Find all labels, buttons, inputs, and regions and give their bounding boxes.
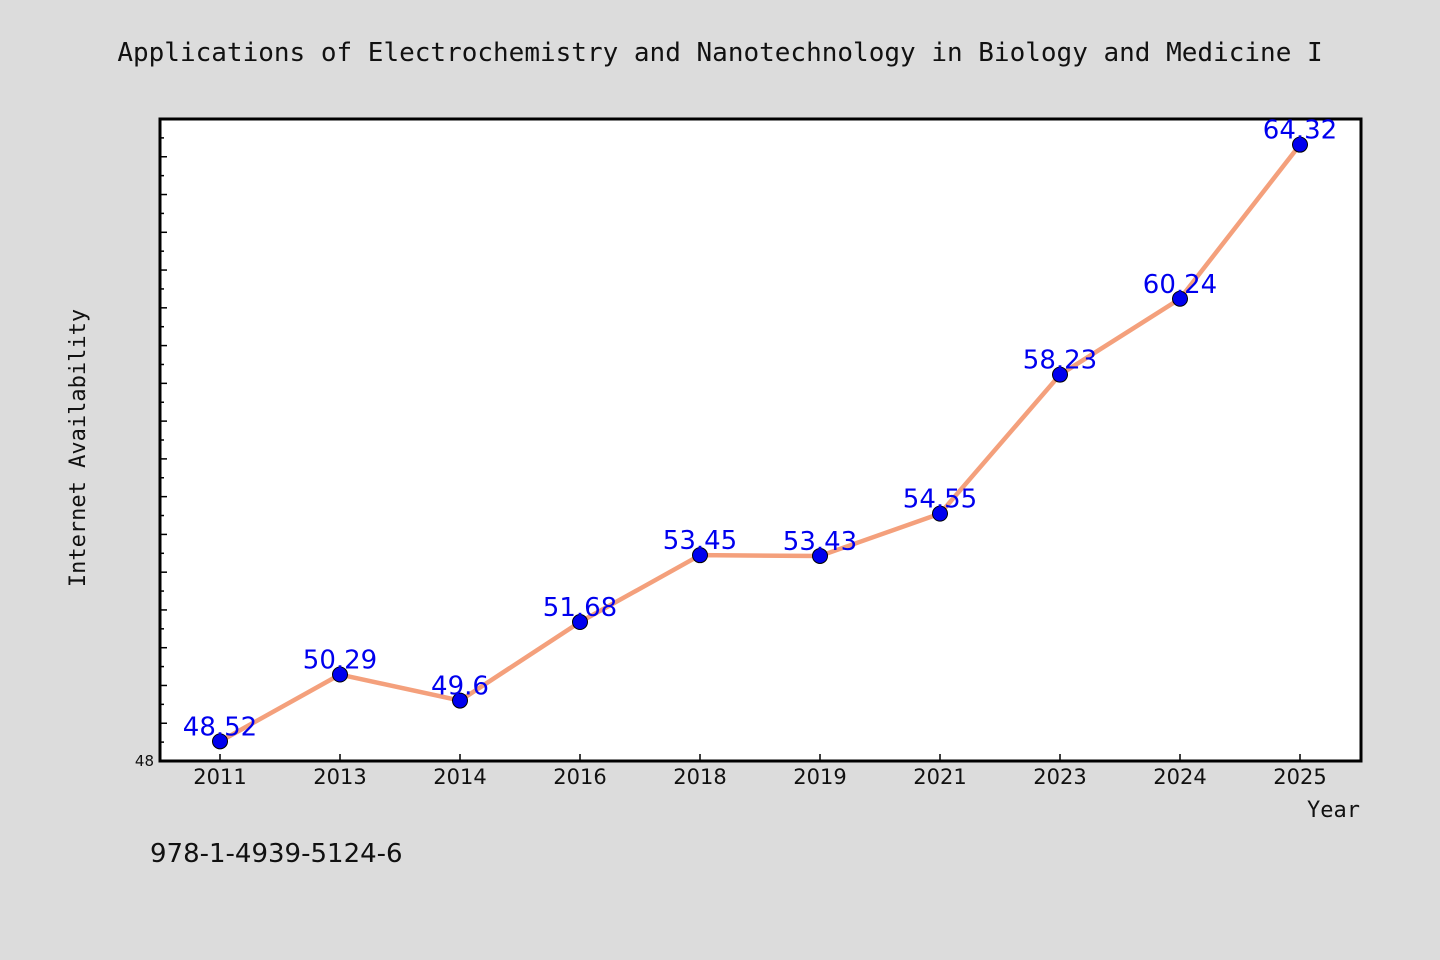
data-point [692, 547, 708, 564]
data-point [332, 666, 348, 683]
y-axis-ticks [160, 118, 167, 762]
data-point [212, 733, 228, 750]
data-point [1292, 136, 1308, 153]
data-point [1052, 366, 1068, 383]
plot-area [158, 117, 1363, 763]
y-tick-label: 48 [135, 752, 154, 770]
x-tick-label: 2014 [433, 765, 486, 789]
data-point [572, 614, 588, 631]
x-tick-label: 2018 [673, 765, 726, 789]
x-axis-ticks [219, 754, 1301, 761]
data-labels: 48.52 50.29 49.6 51.68 53.45 53.43 54.55 58.23 6… [183, 116, 1337, 743]
data-label: 53.45 [663, 526, 737, 556]
data-point [932, 505, 948, 522]
series-markers [212, 136, 1308, 750]
data-point [452, 692, 468, 709]
data-label: 60.24 [1143, 270, 1217, 300]
x-tick-label: 2023 [1033, 765, 1086, 789]
x-tick-label: 2025 [1273, 765, 1326, 789]
chart-title: Applications of Electrochemistry and Nan… [117, 38, 1322, 68]
y-axis-label: Internet Availability [66, 309, 91, 587]
isbn-text: 978-1-4939-5124-6 [150, 839, 403, 869]
x-tick-label: 2019 [793, 765, 846, 789]
data-label: 58.23 [1023, 346, 1097, 376]
x-tick-label: 2024 [1153, 765, 1206, 789]
data-label: 50.29 [303, 646, 377, 676]
data-label: 48.52 [183, 712, 257, 742]
data-point [1172, 290, 1188, 307]
x-tick-label: 2021 [913, 765, 966, 789]
y-axis-tick-labels: 48 [135, 752, 154, 770]
x-tick-label: 2011 [193, 765, 246, 789]
series-line [217, 142, 1303, 744]
data-label: 51.68 [543, 593, 617, 623]
x-tick-label: 2016 [553, 765, 606, 789]
data-label: 49.6 [431, 672, 489, 702]
x-axis-tick-labels: 2011 2013 2014 2016 2018 2019 2021 2023 2024 2025 [193, 765, 1326, 789]
data-label: 54.55 [903, 485, 977, 515]
data-label: 53.43 [783, 527, 857, 557]
data-point [812, 547, 828, 564]
x-axis-label: Year [1307, 798, 1360, 823]
data-label: 64.32 [1263, 116, 1337, 146]
x-tick-label: 2013 [313, 765, 366, 789]
